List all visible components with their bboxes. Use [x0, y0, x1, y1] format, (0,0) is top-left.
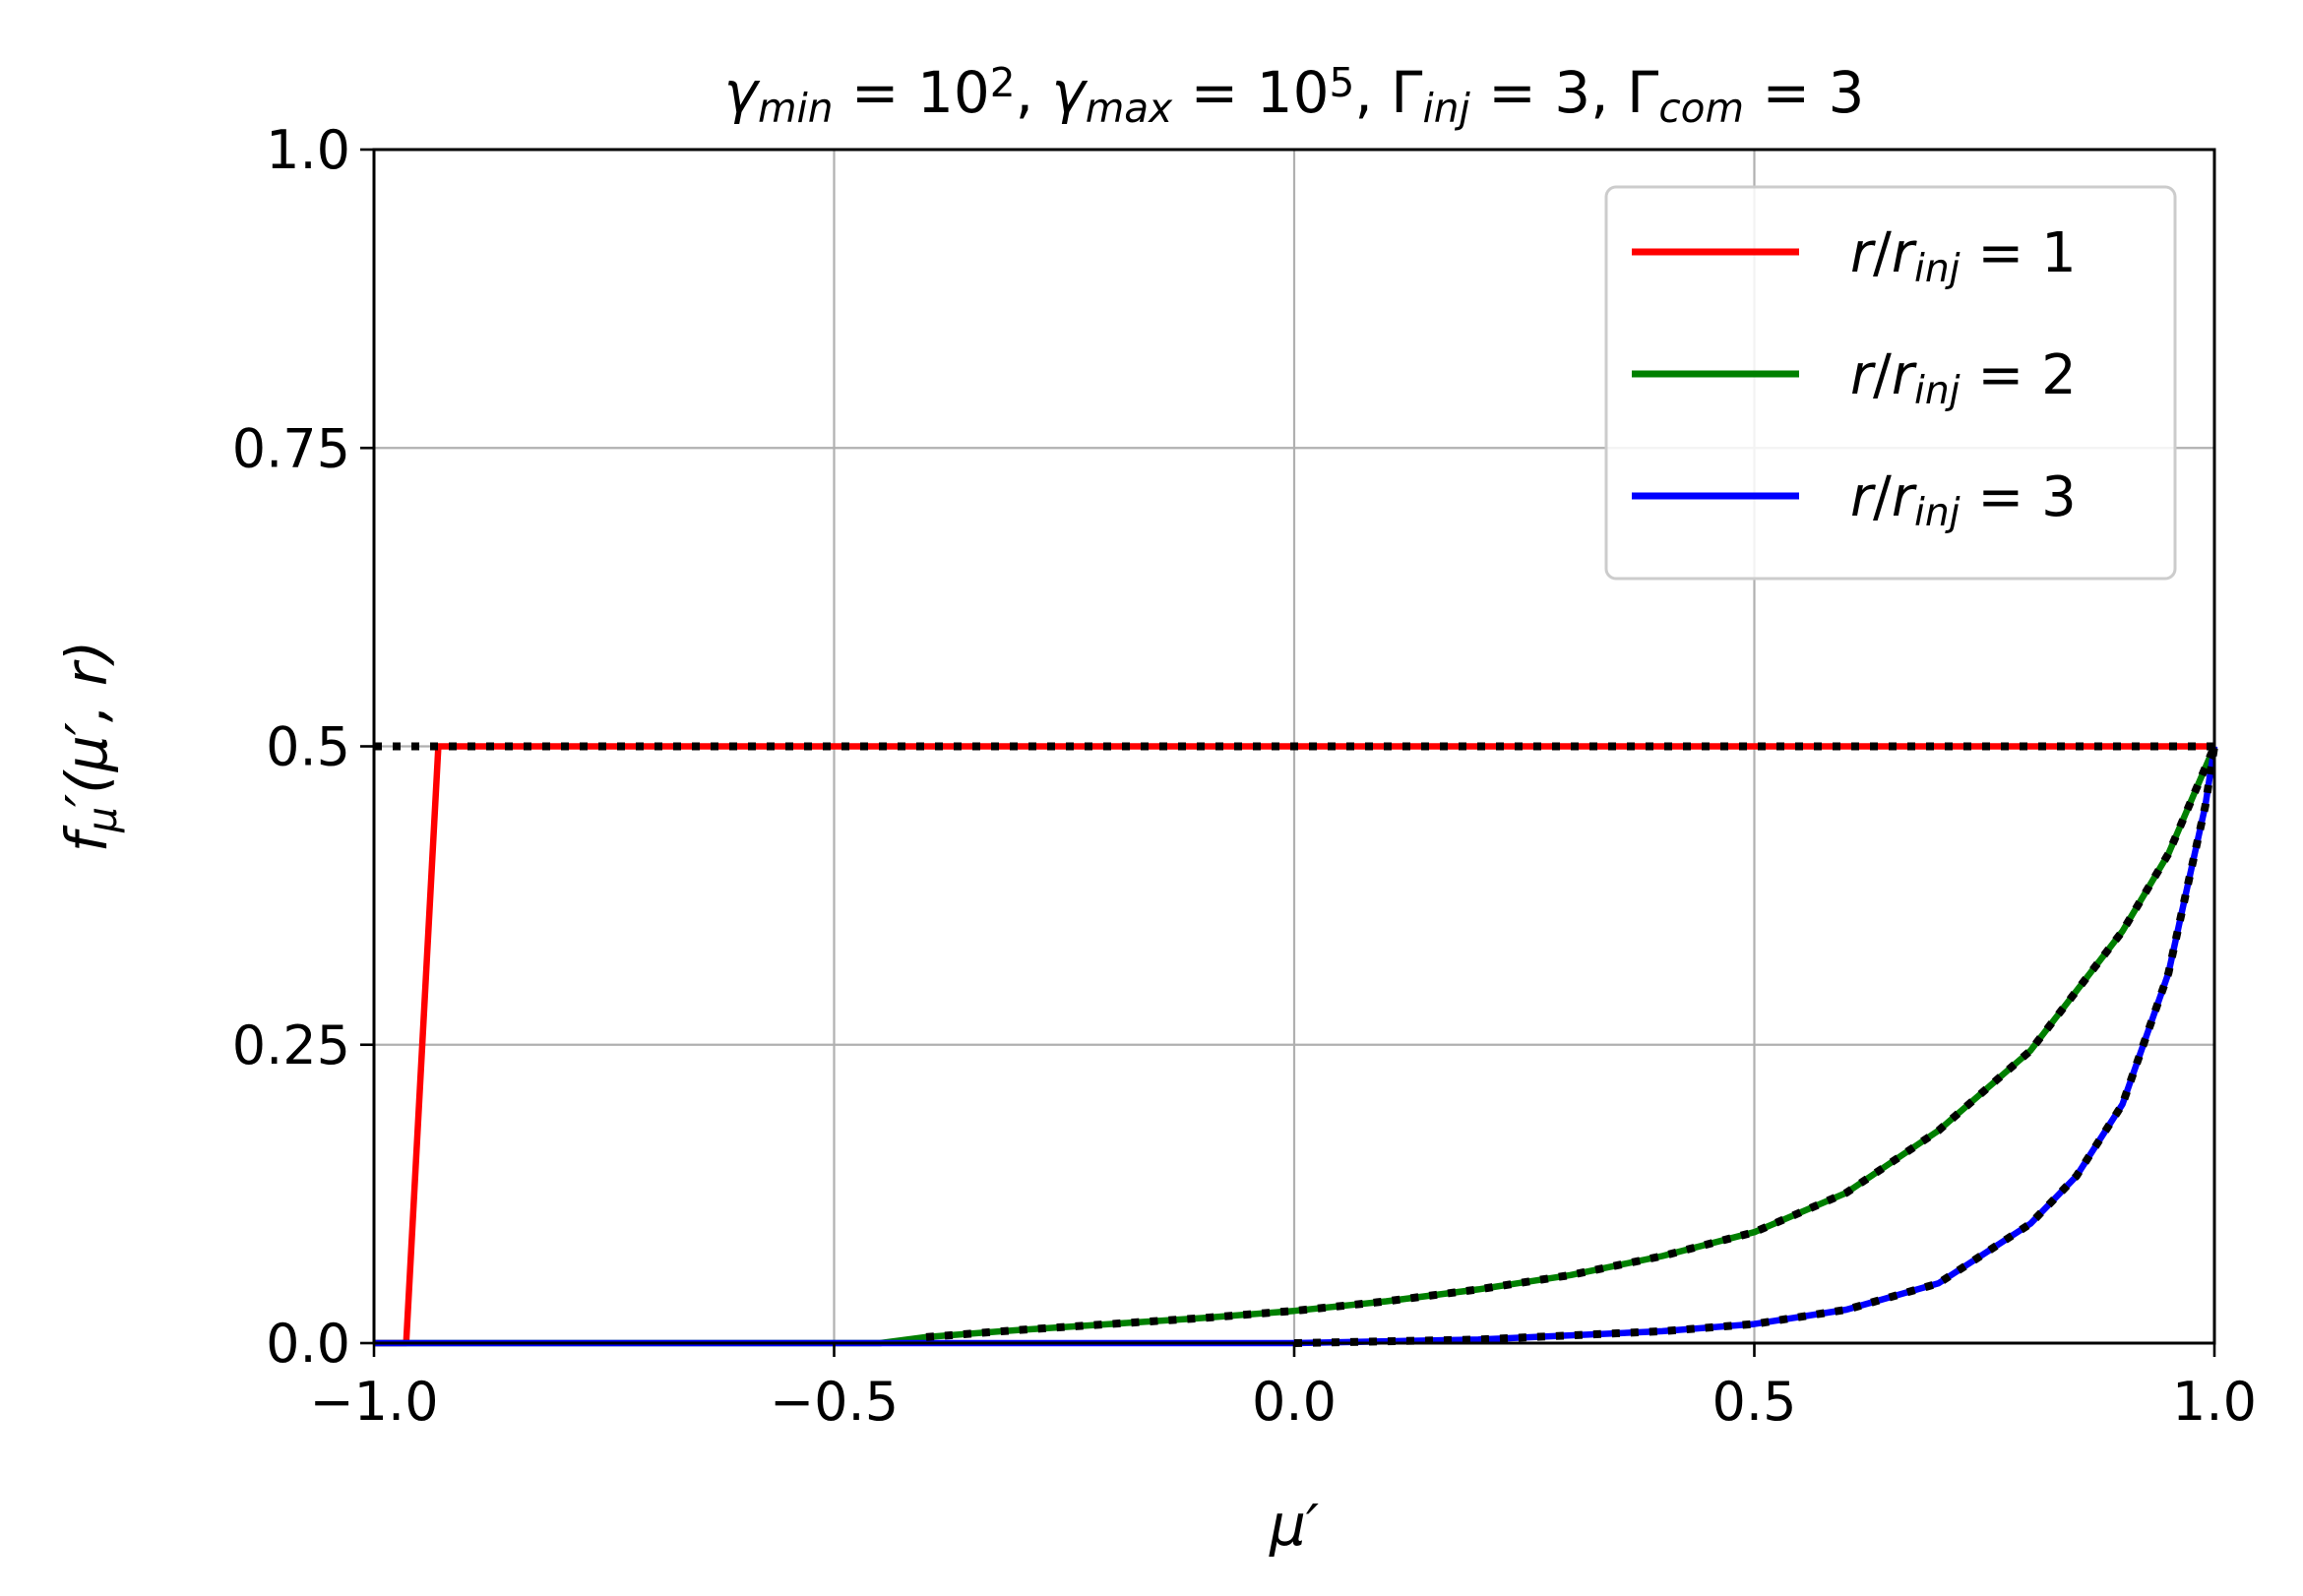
ticks: −1.0 −0.5 0.0 0.5 1.0 0.0 0.25 0.5 0.75 1.0	[232, 119, 2257, 1433]
x-tick-label: −0.5	[770, 1371, 899, 1433]
reference-dotted-line	[925, 744, 2218, 1341]
x-tick-label: 1.0	[2172, 1371, 2257, 1433]
chart-title: γmin = 102, γmax = 105, Γinj = 3, Γcom =…	[724, 59, 1865, 133]
legend: r/rinj = 1 r/rinj = 2 r/rinj = 3	[1604, 185, 2177, 581]
y-tick-label: 0.75	[232, 417, 350, 479]
x-tick-label: 0.0	[1252, 1371, 1337, 1433]
legend-label: r/rinj = 3	[1850, 465, 2077, 535]
x-tick-label: 0.5	[1712, 1371, 1797, 1433]
y-tick-label: 0.0	[266, 1313, 350, 1375]
y-tick-label: 0.25	[232, 1014, 350, 1076]
legend-label: r/rinj = 2	[1850, 343, 2077, 413]
y-tick-label: 1.0	[266, 119, 350, 181]
legend-label: r/rinj = 1	[1850, 221, 2077, 291]
legend-box	[1604, 185, 2177, 581]
x-axis-title: μ′	[1269, 1492, 1319, 1559]
series-line	[374, 746, 2218, 1347]
x-tick-label: −1.0	[309, 1371, 438, 1433]
y-axis-title: fμ′(μ′, r)	[53, 641, 126, 852]
y-tick-label: 0.5	[266, 716, 350, 778]
